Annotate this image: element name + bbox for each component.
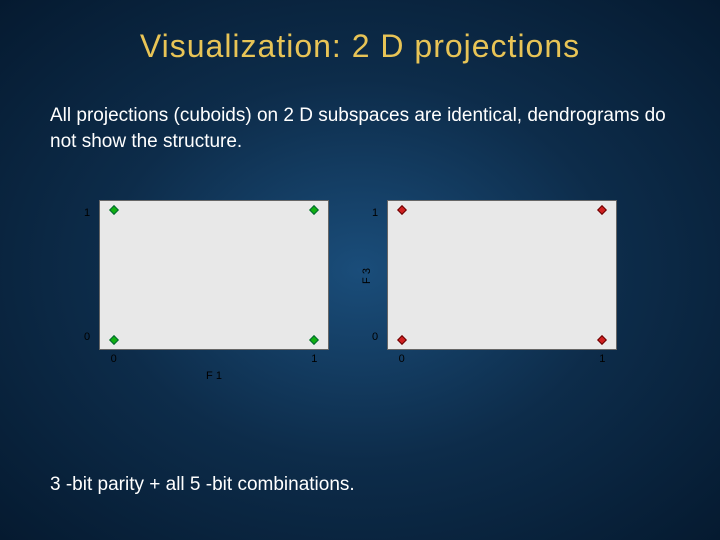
chart-left-xlabel: F 1 bbox=[99, 370, 329, 382]
chart-left-xtick-1: 1 bbox=[311, 353, 317, 365]
slide-footer-text: 3 -bit parity + all 5 -bit combinations. bbox=[50, 474, 355, 496]
chart-right-ylabel: F 3 bbox=[361, 268, 373, 284]
chart-point bbox=[309, 335, 319, 345]
chart-right-plot: 1 0 0 1 bbox=[387, 200, 617, 350]
chart-right-xtick-1: 1 bbox=[599, 353, 605, 365]
chart-point bbox=[597, 205, 607, 215]
chart-point bbox=[597, 335, 607, 345]
chart-right-ytick-0: 0 bbox=[372, 331, 378, 343]
chart-right-xtick-0: 0 bbox=[399, 353, 405, 365]
chart-point bbox=[109, 335, 119, 345]
chart-left-xtick-0: 0 bbox=[111, 353, 117, 365]
chart-point bbox=[109, 205, 119, 215]
chart-point bbox=[397, 205, 407, 215]
chart-right: F 3 1 0 0 1 bbox=[363, 200, 623, 382]
charts-row: 1 0 0 1 F 1 F 3 1 0 0 1 bbox=[0, 154, 720, 382]
chart-right-ytick-1: 1 bbox=[372, 207, 378, 219]
slide-title: Visualization: 2 D projections bbox=[0, 0, 720, 65]
chart-left-plot: 1 0 0 1 bbox=[99, 200, 329, 350]
chart-left: 1 0 0 1 F 1 bbox=[75, 200, 335, 382]
chart-point bbox=[309, 205, 319, 215]
chart-left-ytick-0: 0 bbox=[84, 331, 90, 343]
chart-point bbox=[397, 335, 407, 345]
slide-body-text: All projections (cuboids) on 2 D subspac… bbox=[0, 65, 720, 154]
chart-left-ytick-1: 1 bbox=[84, 207, 90, 219]
